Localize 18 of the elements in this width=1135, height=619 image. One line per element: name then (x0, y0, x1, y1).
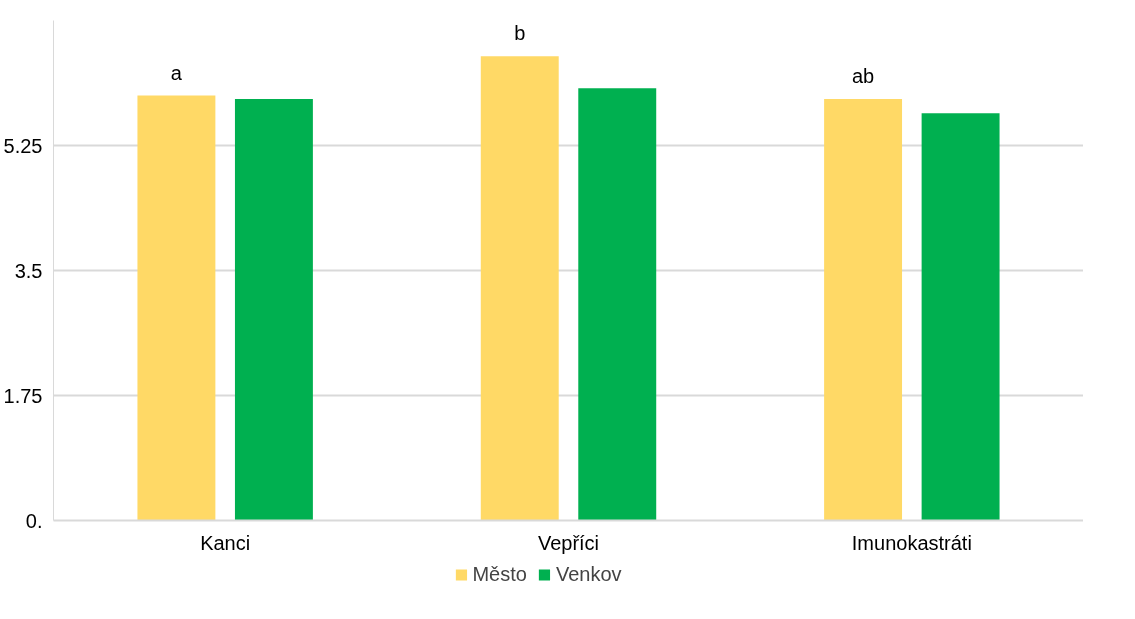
bar (137, 95, 216, 521)
bar (480, 56, 559, 521)
y-tick-label: 3.5 (14, 259, 43, 282)
bar (824, 99, 903, 521)
legend-label: Město (472, 562, 527, 586)
bar (234, 99, 313, 521)
x-tick-label: Vepříci (537, 531, 600, 554)
annotation: a (170, 61, 183, 84)
bar (578, 88, 657, 521)
x-tick-label: Imunokastráti (851, 531, 972, 554)
y-tick-label: 1.75 (3, 384, 43, 407)
bar (921, 113, 1000, 521)
x-tick-label: Kanci (200, 531, 251, 554)
annotation: b (514, 22, 526, 45)
y-tick-label: 5.25 (3, 134, 43, 157)
y-tick-label: 0. (25, 509, 43, 532)
legend-label: Venkov (555, 562, 622, 586)
annotation: ab (851, 65, 875, 88)
